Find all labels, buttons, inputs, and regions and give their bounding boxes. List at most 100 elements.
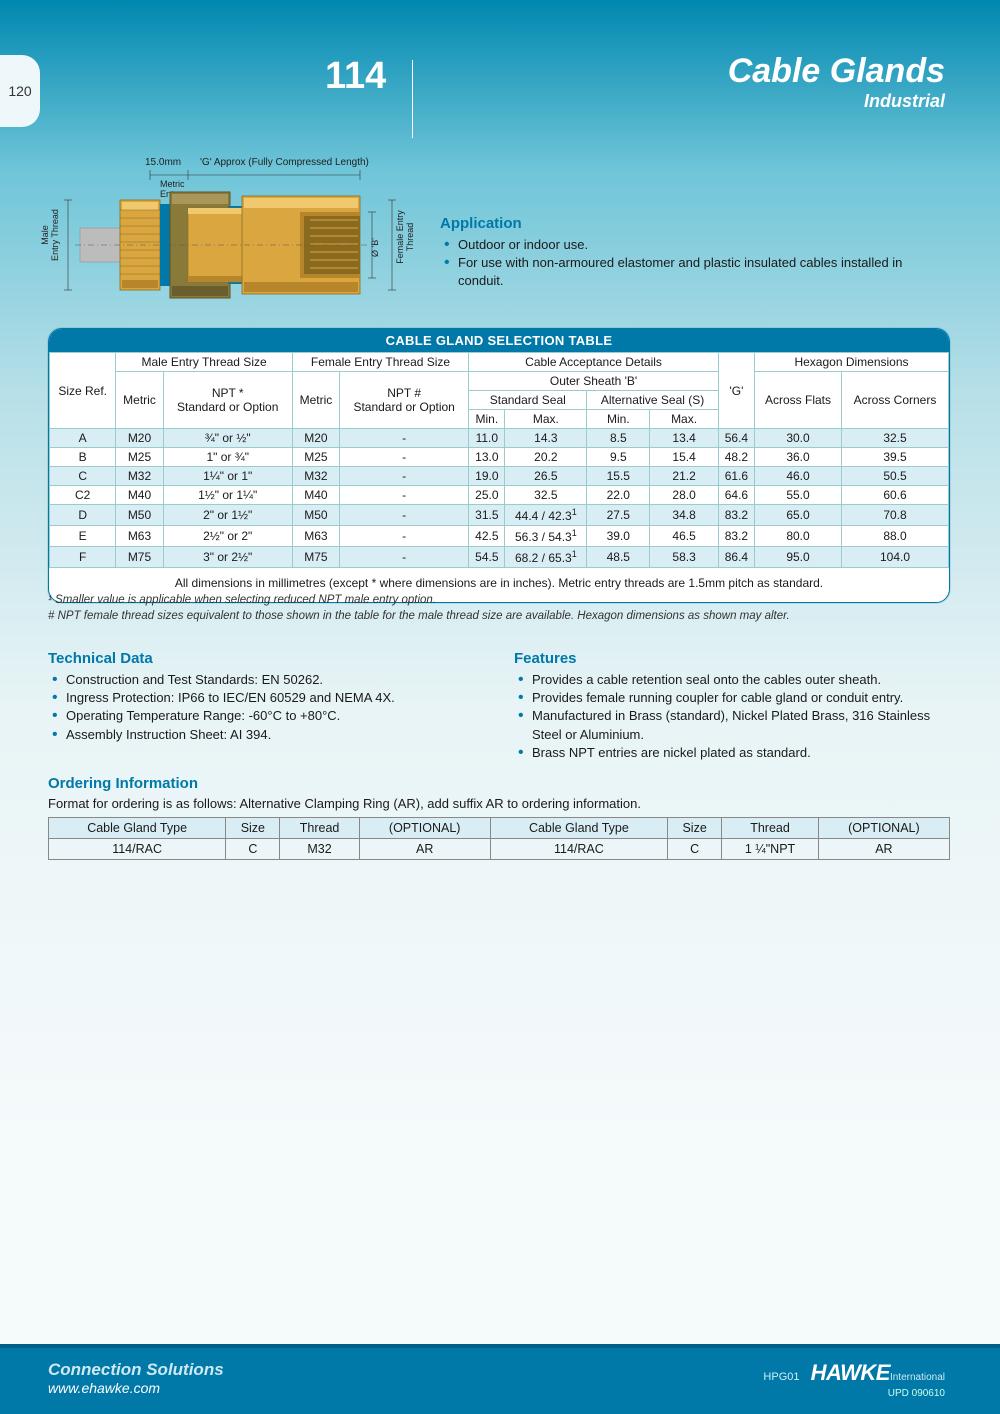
- table-cell: M63: [292, 526, 339, 547]
- table-cell: 1½" or 1¼": [163, 486, 292, 505]
- table-cell: -: [340, 505, 469, 526]
- features-bullet: Brass NPT entries are nickel plated as s…: [518, 744, 950, 762]
- ordering-title: Ordering Information: [48, 775, 950, 792]
- table-cell: E: [50, 526, 116, 547]
- technical-bullet: Operating Temperature Range: -60°C to +8…: [52, 707, 484, 725]
- table-cell: B: [50, 448, 116, 467]
- table-cell: 56.4: [718, 429, 754, 448]
- th-min: Min.: [587, 410, 650, 429]
- diagram-top-label: 'G' Approx (Fully Compressed Length): [200, 157, 369, 168]
- table-cell: 8.5: [587, 429, 650, 448]
- technical-title: Technical Data: [48, 650, 484, 667]
- table-cell: 60.6: [842, 486, 949, 505]
- table-cell: 86.4: [718, 547, 754, 568]
- table-cell: M50: [116, 505, 163, 526]
- table-cell: C2: [50, 486, 116, 505]
- table-cell: 83.2: [718, 526, 754, 547]
- application-bullet: Outdoor or indoor use.: [444, 236, 930, 254]
- table-cell: 50.5: [842, 467, 949, 486]
- selection-table-title: CABLE GLAND SELECTION TABLE: [49, 329, 949, 352]
- th-min: Min.: [469, 410, 505, 429]
- th-npt-hash: NPT # Standard or Option: [340, 372, 469, 429]
- order-header: Size: [226, 818, 280, 839]
- th-female-group: Female Entry Thread Size: [292, 353, 468, 372]
- table-cell: 2½" or 2": [163, 526, 292, 547]
- ordering-intro: Format for ordering is as follows: Alter…: [48, 796, 950, 811]
- table-cell: M40: [116, 486, 163, 505]
- ordering-section: Ordering Information Format for ordering…: [48, 775, 950, 860]
- features-bullet: Provides a cable retention seal onto the…: [518, 671, 950, 689]
- table-cell: 64.6: [718, 486, 754, 505]
- title-line-2: Industrial: [728, 91, 945, 112]
- th-outer-sheath: Outer Sheath 'B': [469, 372, 719, 391]
- features-title: Features: [514, 650, 950, 667]
- table-row: BM251" or ¾"M25-13.020.29.515.448.236.03…: [50, 448, 949, 467]
- table-cell: 2" or 1½": [163, 505, 292, 526]
- selection-table: Size Ref. Male Entry Thread Size Female …: [49, 352, 949, 568]
- diagram-top-dimension: 15.0mm: [145, 157, 181, 168]
- table-cell: 13.0: [469, 448, 505, 467]
- table-cell: 28.0: [650, 486, 719, 505]
- table-row: C2M401½" or 1¼"M40-25.032.522.028.064.65…: [50, 486, 949, 505]
- th-g: 'G': [718, 353, 754, 429]
- th-metric-1: Metric: [116, 372, 163, 429]
- table-cell: 44.4 / 42.31: [505, 505, 587, 526]
- table-cell: -: [340, 547, 469, 568]
- table-cell: C: [50, 467, 116, 486]
- selection-table-card: CABLE GLAND SELECTION TABLE Size Ref. Ma…: [48, 328, 950, 603]
- features-bullet: Provides female running coupler for cabl…: [518, 689, 950, 707]
- table-cell: -: [340, 429, 469, 448]
- diagram-male-label: Male Entry Thread: [40, 205, 60, 265]
- th-across-corners: Across Corners: [842, 372, 949, 429]
- table-cell: 46.5: [650, 526, 719, 547]
- table-cell: M25: [292, 448, 339, 467]
- product-diagram: 15.0mm 'G' Approx (Fully Compressed Leng…: [40, 155, 430, 335]
- order-cell: M32: [280, 839, 359, 860]
- table-cell: M40: [292, 486, 339, 505]
- table-cell: M50: [292, 505, 339, 526]
- table-cell: 65.0: [755, 505, 842, 526]
- table-cell: 48.2: [718, 448, 754, 467]
- order-cell: 114/RAC: [49, 839, 226, 860]
- table-cell: 48.5: [587, 547, 650, 568]
- tech-features-row: Technical Data Construction and Test Sta…: [48, 650, 950, 762]
- application-list: Outdoor or indoor use. For use with non-…: [440, 236, 930, 291]
- table-cell: ¾" or ½": [163, 429, 292, 448]
- title-line-1: Cable Glands: [728, 52, 945, 91]
- page-header: 114 Cable Glands Industrial: [0, 40, 1000, 120]
- table-cell: M75: [116, 547, 163, 568]
- technical-bullet: Ingress Protection: IP66 to IEC/EN 60529…: [52, 689, 484, 707]
- table-row: AM20¾" or ½"M20-11.014.38.513.456.430.03…: [50, 429, 949, 448]
- th-cable-group: Cable Acceptance Details: [469, 353, 719, 372]
- table-cell: -: [340, 467, 469, 486]
- table-row: EM632½" or 2"M63-42.556.3 / 54.3139.046.…: [50, 526, 949, 547]
- table-cell: 39.0: [587, 526, 650, 547]
- footer-brand: HAWKE: [811, 1360, 890, 1385]
- table-cell: 56.3 / 54.31: [505, 526, 587, 547]
- th-male-group: Male Entry Thread Size: [116, 353, 292, 372]
- table-cell: 14.3: [505, 429, 587, 448]
- th-size-ref: Size Ref.: [50, 353, 116, 429]
- order-cell: AR: [818, 839, 949, 860]
- application-bullet: For use with non-armoured elastomer and …: [444, 254, 930, 290]
- footer-upd: UPD 090610: [763, 1388, 945, 1399]
- table-cell: 42.5: [469, 526, 505, 547]
- table-cell: 104.0: [842, 547, 949, 568]
- table-cell: 70.8: [842, 505, 949, 526]
- table-row: FM753" or 2½"M75-54.568.2 / 65.3148.558.…: [50, 547, 949, 568]
- table-cell: 32.5: [505, 486, 587, 505]
- order-header: (OPTIONAL): [359, 818, 490, 839]
- table-cell: 61.6: [718, 467, 754, 486]
- order-header: Thread: [280, 818, 359, 839]
- footnote-1: ¹ Smaller value is applicable when selec…: [48, 593, 950, 609]
- table-cell: 32.5: [842, 429, 949, 448]
- table-cell: 13.4: [650, 429, 719, 448]
- table-cell: M63: [116, 526, 163, 547]
- order-header: Thread: [722, 818, 819, 839]
- table-cell: 9.5: [587, 448, 650, 467]
- table-cell: 46.0: [755, 467, 842, 486]
- th-std-seal: Standard Seal: [469, 391, 587, 410]
- order-header: Size: [667, 818, 721, 839]
- header-title: Cable Glands Industrial: [728, 52, 945, 112]
- table-cell: F: [50, 547, 116, 568]
